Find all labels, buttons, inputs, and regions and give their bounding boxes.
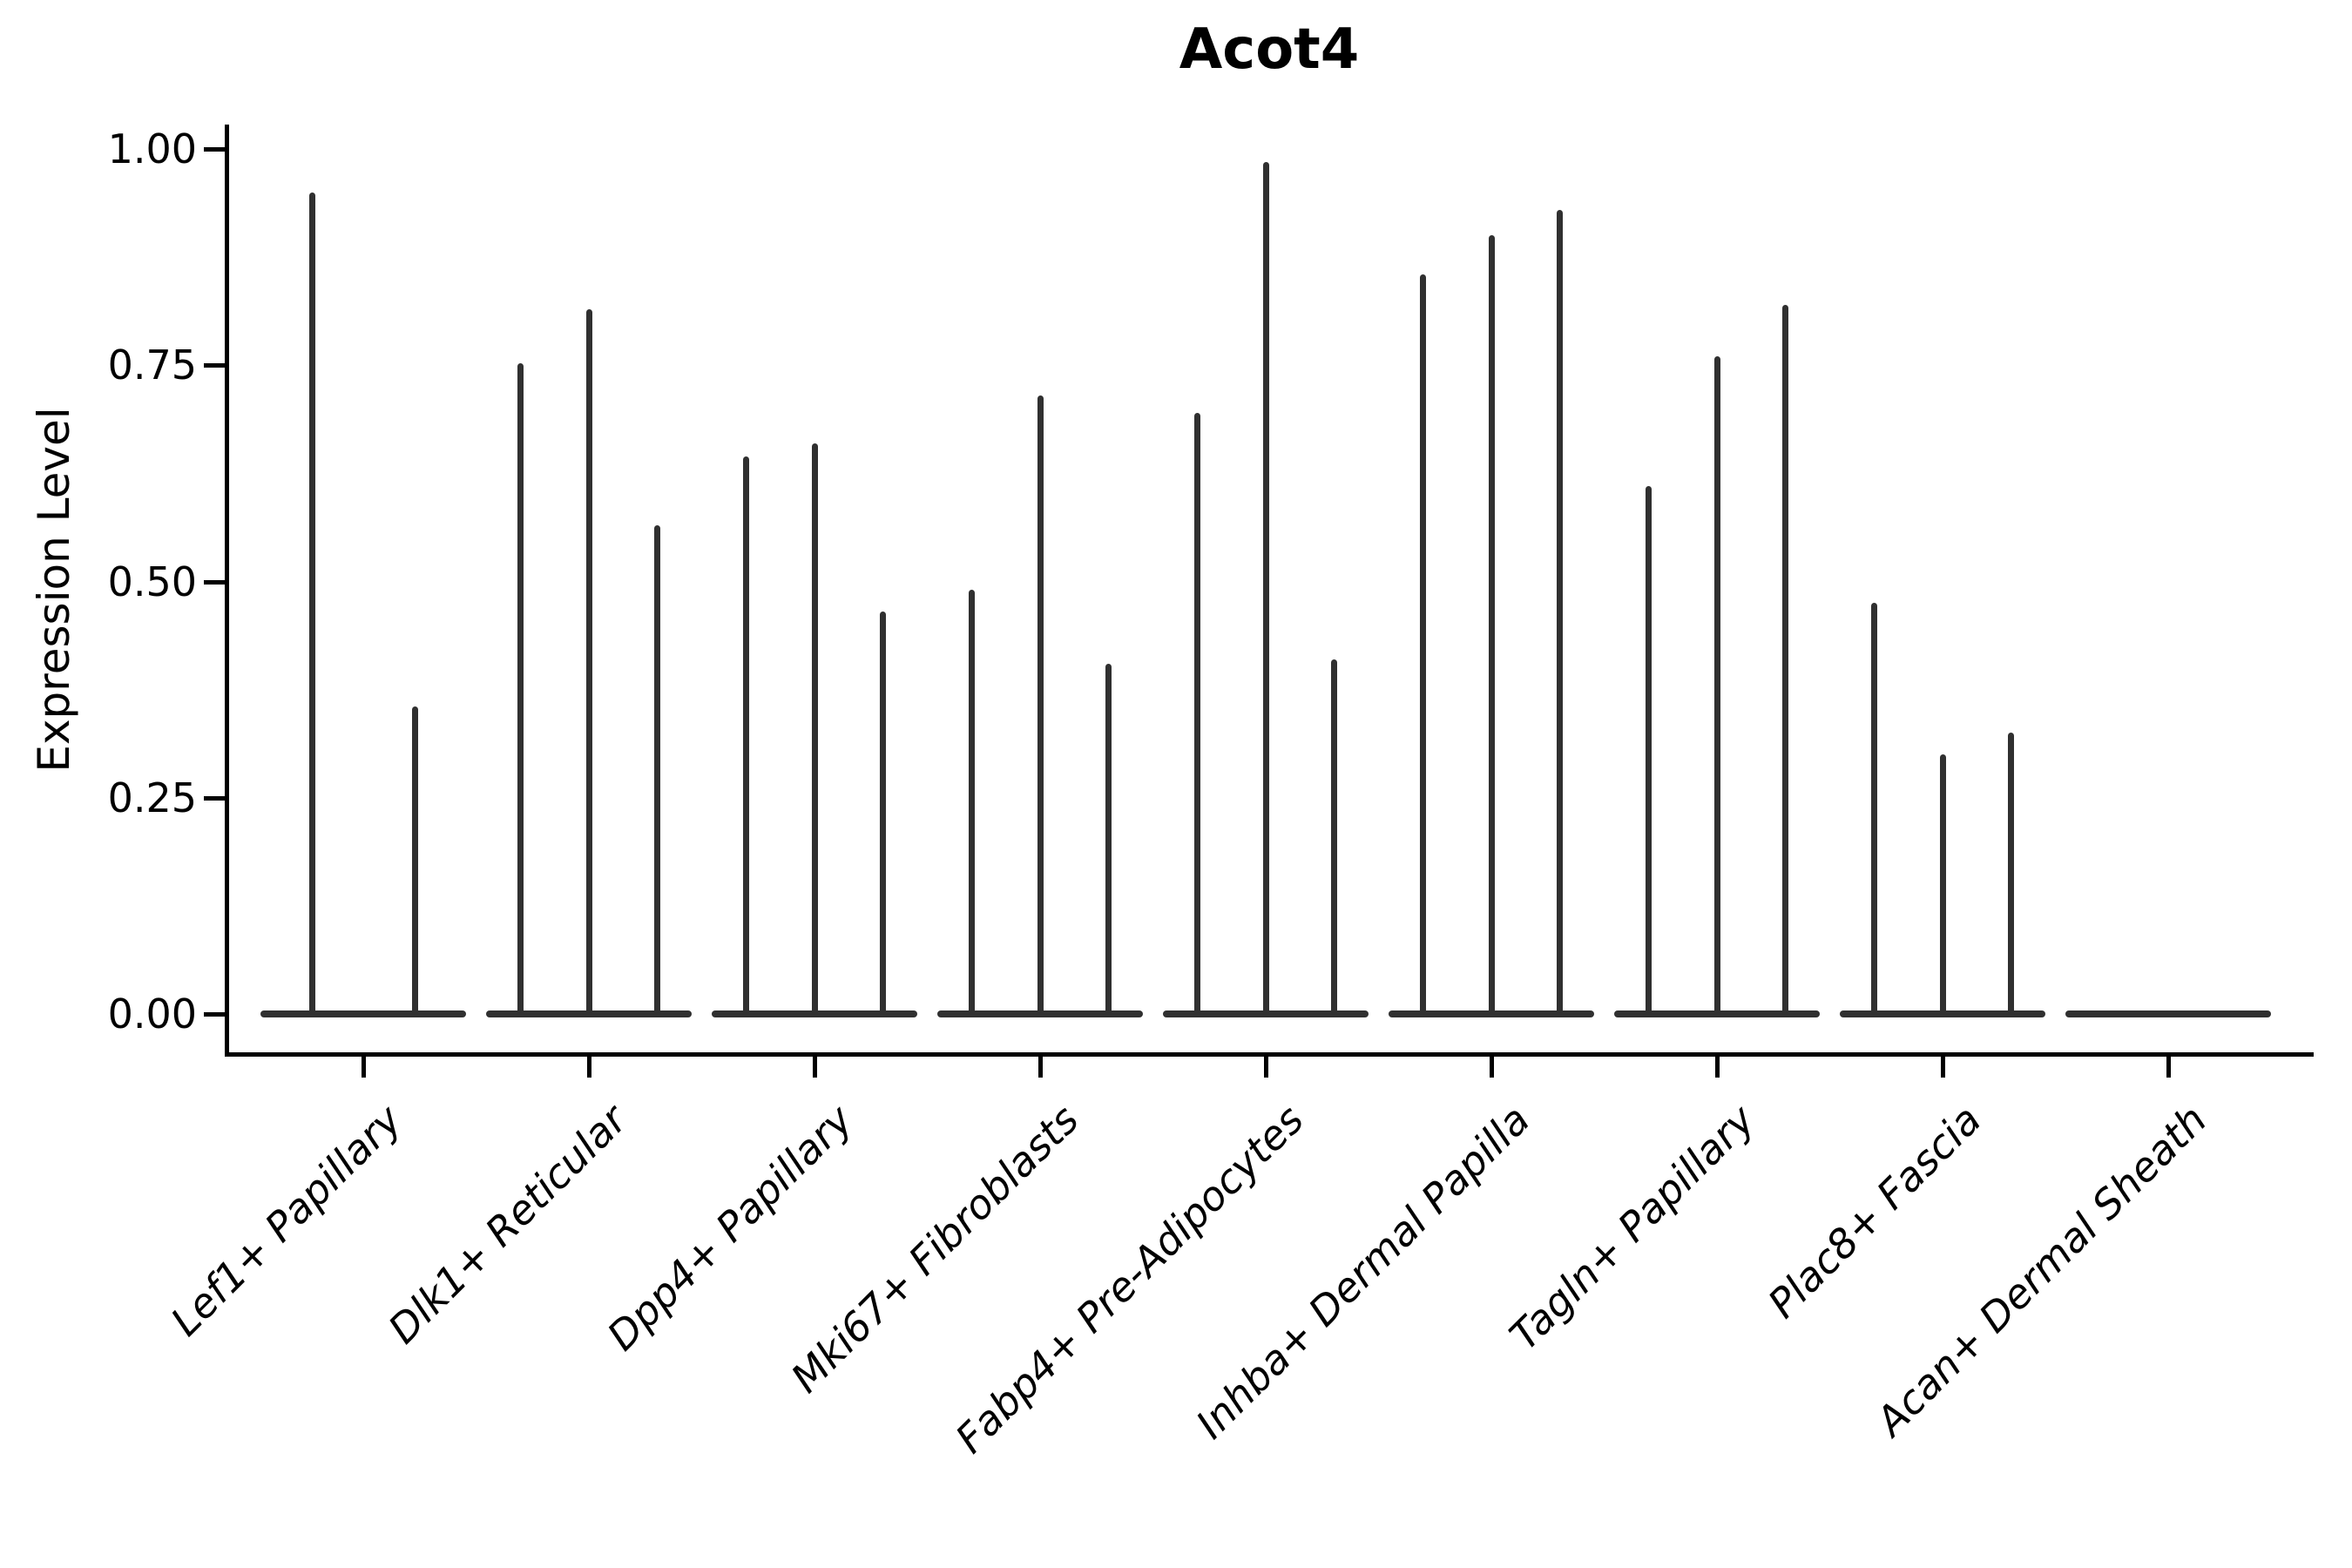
x-tick-mark [1264, 1057, 1268, 1078]
y-tick-label: 0.00 [107, 990, 197, 1037]
violin-spike [969, 590, 975, 1014]
violin-spike [1105, 664, 1112, 1014]
x-tick-label: Plac8+ Fascia [1758, 1096, 1990, 1328]
x-tick-mark [587, 1057, 591, 1078]
x-axis-spine [225, 1052, 2314, 1057]
y-tick-mark [204, 1012, 225, 1017]
y-tick-label: 0.75 [107, 341, 197, 389]
x-tick-label: Tagln+ Papillary [1500, 1096, 1765, 1360]
x-tick-label: Dpp4+ Papillary [598, 1096, 862, 1360]
violin-spike [1871, 603, 1877, 1014]
x-tick-mark [1941, 1057, 1945, 1078]
x-tick-label: Dlk1+ Reticular [379, 1096, 637, 1353]
violin-spike [880, 612, 886, 1014]
violin-baseline [2065, 1010, 2271, 1017]
violin-baseline [1614, 1010, 1820, 1017]
x-tick-mark [1038, 1057, 1043, 1078]
x-tick-mark [362, 1057, 366, 1078]
violin-baseline [486, 1010, 692, 1017]
chart-title: Acot4 [1179, 17, 1360, 82]
violin-spike [1420, 274, 1426, 1014]
violin-spike [743, 456, 749, 1014]
violin-spike [1037, 395, 1044, 1014]
violin-spike [2008, 733, 2014, 1014]
x-tick-mark [813, 1057, 817, 1078]
y-tick-mark [204, 580, 225, 585]
violin-spike [1194, 413, 1200, 1014]
y-tick-mark [204, 363, 225, 368]
violin-spike [1489, 235, 1495, 1014]
y-tick-label: 1.00 [107, 125, 197, 172]
violin-spike [517, 363, 524, 1014]
violin-spike [1782, 305, 1788, 1014]
x-tick-mark [2166, 1057, 2171, 1078]
violin-baseline [712, 1010, 917, 1017]
violin-spike [1557, 210, 1563, 1014]
violin-spike [1646, 486, 1652, 1014]
y-tick-label: 0.50 [107, 558, 197, 605]
x-tick-mark [1715, 1057, 1720, 1078]
violin-spike [812, 443, 818, 1014]
violin-spike [1940, 754, 1946, 1014]
violin-spike [586, 309, 592, 1014]
y-tick-label: 0.25 [107, 774, 197, 821]
violin-spike [309, 193, 315, 1014]
x-tick-mark [1490, 1057, 1494, 1078]
y-tick-mark [204, 147, 225, 152]
violin-spike [654, 525, 660, 1014]
violin-baseline [260, 1010, 466, 1017]
violin-baseline [1389, 1010, 1594, 1017]
violin-baseline [1840, 1010, 2045, 1017]
violin-baseline [937, 1010, 1143, 1017]
violin-spike [412, 706, 418, 1014]
y-tick-mark [204, 796, 225, 801]
violin-spike [1331, 659, 1337, 1014]
violin-spike [1263, 162, 1269, 1014]
x-tick-label: Lef1+ Papillary [161, 1096, 411, 1345]
violin-spike [1714, 356, 1720, 1014]
y-axis-spine [225, 125, 229, 1056]
violin-baseline [1163, 1010, 1369, 1017]
